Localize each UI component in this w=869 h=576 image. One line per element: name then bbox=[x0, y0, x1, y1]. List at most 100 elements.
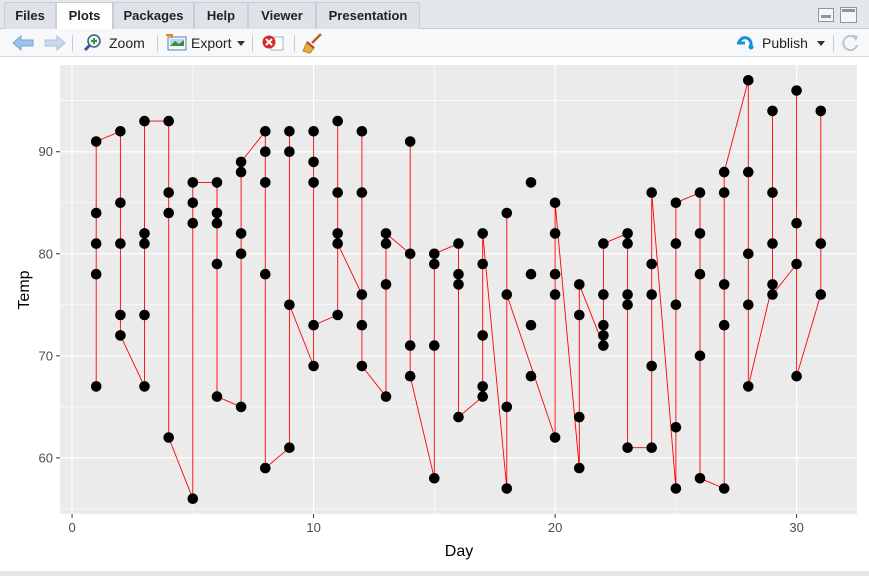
tab-label: Help bbox=[206, 8, 236, 23]
tab-presentation[interactable]: Presentation bbox=[316, 2, 420, 29]
data-point bbox=[646, 360, 657, 372]
data-point bbox=[477, 391, 489, 402]
y-tick-label: 70 bbox=[39, 348, 53, 363]
data-point bbox=[525, 370, 537, 382]
y-axis-label: Temp bbox=[16, 270, 33, 309]
export-icon[interactable] bbox=[166, 34, 188, 52]
export-button[interactable]: Export bbox=[191, 35, 232, 51]
data-point bbox=[90, 381, 102, 392]
data-point bbox=[332, 238, 344, 249]
data-point bbox=[90, 136, 102, 147]
data-point bbox=[332, 115, 344, 127]
data-point bbox=[260, 268, 271, 280]
refresh-icon[interactable] bbox=[841, 33, 861, 53]
zoom-button[interactable]: Zoom bbox=[109, 35, 145, 51]
data-point bbox=[791, 258, 802, 270]
data-point bbox=[477, 330, 489, 341]
data-point bbox=[622, 238, 633, 249]
back-arrow-icon[interactable] bbox=[12, 35, 34, 51]
data-point bbox=[815, 105, 827, 117]
data-point bbox=[235, 166, 247, 178]
data-point bbox=[332, 228, 344, 239]
data-point bbox=[90, 238, 102, 249]
data-point bbox=[501, 483, 513, 494]
data-point bbox=[767, 238, 778, 249]
data-point bbox=[598, 289, 609, 300]
data-point bbox=[598, 340, 609, 351]
tab-viewer[interactable]: Viewer bbox=[248, 2, 316, 29]
data-point bbox=[525, 177, 537, 188]
data-point bbox=[429, 258, 440, 270]
toolbar-separator bbox=[252, 35, 253, 52]
data-point bbox=[187, 493, 199, 505]
y-tick-label: 60 bbox=[39, 450, 53, 465]
data-point bbox=[356, 289, 368, 300]
data-point bbox=[574, 411, 585, 423]
data-point bbox=[332, 309, 344, 321]
data-point bbox=[718, 483, 730, 494]
remove-plot-icon[interactable] bbox=[261, 34, 285, 52]
data-point bbox=[743, 299, 754, 311]
data-point bbox=[235, 248, 247, 260]
tab-label: Files bbox=[15, 8, 45, 23]
data-point bbox=[429, 248, 440, 260]
data-point bbox=[549, 268, 561, 280]
publish-button[interactable]: Publish bbox=[762, 35, 808, 51]
tab-plots[interactable]: Plots bbox=[56, 2, 113, 30]
data-point bbox=[429, 473, 440, 484]
data-point bbox=[211, 217, 223, 229]
data-point bbox=[139, 309, 150, 321]
data-point bbox=[139, 228, 150, 239]
broom-icon[interactable] bbox=[302, 32, 324, 54]
data-point bbox=[139, 238, 150, 249]
data-point bbox=[767, 289, 778, 300]
data-point bbox=[139, 381, 150, 392]
toolbar-separator bbox=[833, 35, 834, 52]
data-point bbox=[501, 401, 513, 413]
publish-icon[interactable] bbox=[736, 35, 756, 52]
data-point bbox=[743, 381, 754, 392]
data-point bbox=[670, 422, 682, 433]
data-point bbox=[598, 238, 609, 249]
data-point bbox=[646, 258, 657, 270]
data-point bbox=[90, 268, 102, 280]
tab-files[interactable]: Files bbox=[4, 2, 56, 29]
tab-label: Presentation bbox=[328, 8, 408, 23]
data-point bbox=[622, 442, 633, 454]
data-point bbox=[622, 289, 633, 300]
dropdown-icon[interactable] bbox=[817, 41, 825, 46]
data-point bbox=[670, 238, 682, 249]
temperature-points bbox=[90, 75, 827, 505]
tab-help[interactable]: Help bbox=[194, 2, 248, 29]
data-point bbox=[404, 370, 416, 382]
forward-arrow-icon[interactable] bbox=[44, 35, 66, 51]
zoom-icon[interactable] bbox=[82, 33, 102, 53]
toolbar-separator bbox=[72, 35, 73, 52]
data-point bbox=[767, 187, 778, 198]
data-point bbox=[356, 126, 368, 137]
data-point bbox=[598, 319, 609, 331]
data-point bbox=[718, 279, 730, 290]
axis-ticks: 0 10 20 30 60 70 80 90 bbox=[39, 144, 804, 535]
data-point bbox=[332, 187, 344, 198]
data-point bbox=[308, 319, 319, 331]
data-point bbox=[356, 319, 368, 331]
data-point bbox=[284, 442, 295, 454]
data-point bbox=[791, 217, 802, 229]
data-point bbox=[380, 391, 392, 402]
tab-label: Viewer bbox=[261, 8, 303, 23]
maximize-icon[interactable] bbox=[840, 7, 857, 23]
data-point bbox=[574, 309, 585, 321]
data-point bbox=[694, 187, 706, 198]
data-point bbox=[549, 228, 561, 239]
data-point bbox=[453, 279, 464, 290]
dropdown-icon[interactable] bbox=[237, 41, 245, 46]
data-point bbox=[574, 462, 585, 474]
data-point bbox=[670, 299, 682, 311]
data-point bbox=[646, 187, 657, 198]
tab-packages[interactable]: Packages bbox=[113, 2, 194, 29]
plot-viewer: 0 10 20 30 60 70 80 90 Day Temp bbox=[0, 57, 869, 571]
data-point bbox=[477, 228, 489, 239]
data-point bbox=[308, 177, 319, 188]
minimize-icon[interactable] bbox=[818, 8, 834, 22]
